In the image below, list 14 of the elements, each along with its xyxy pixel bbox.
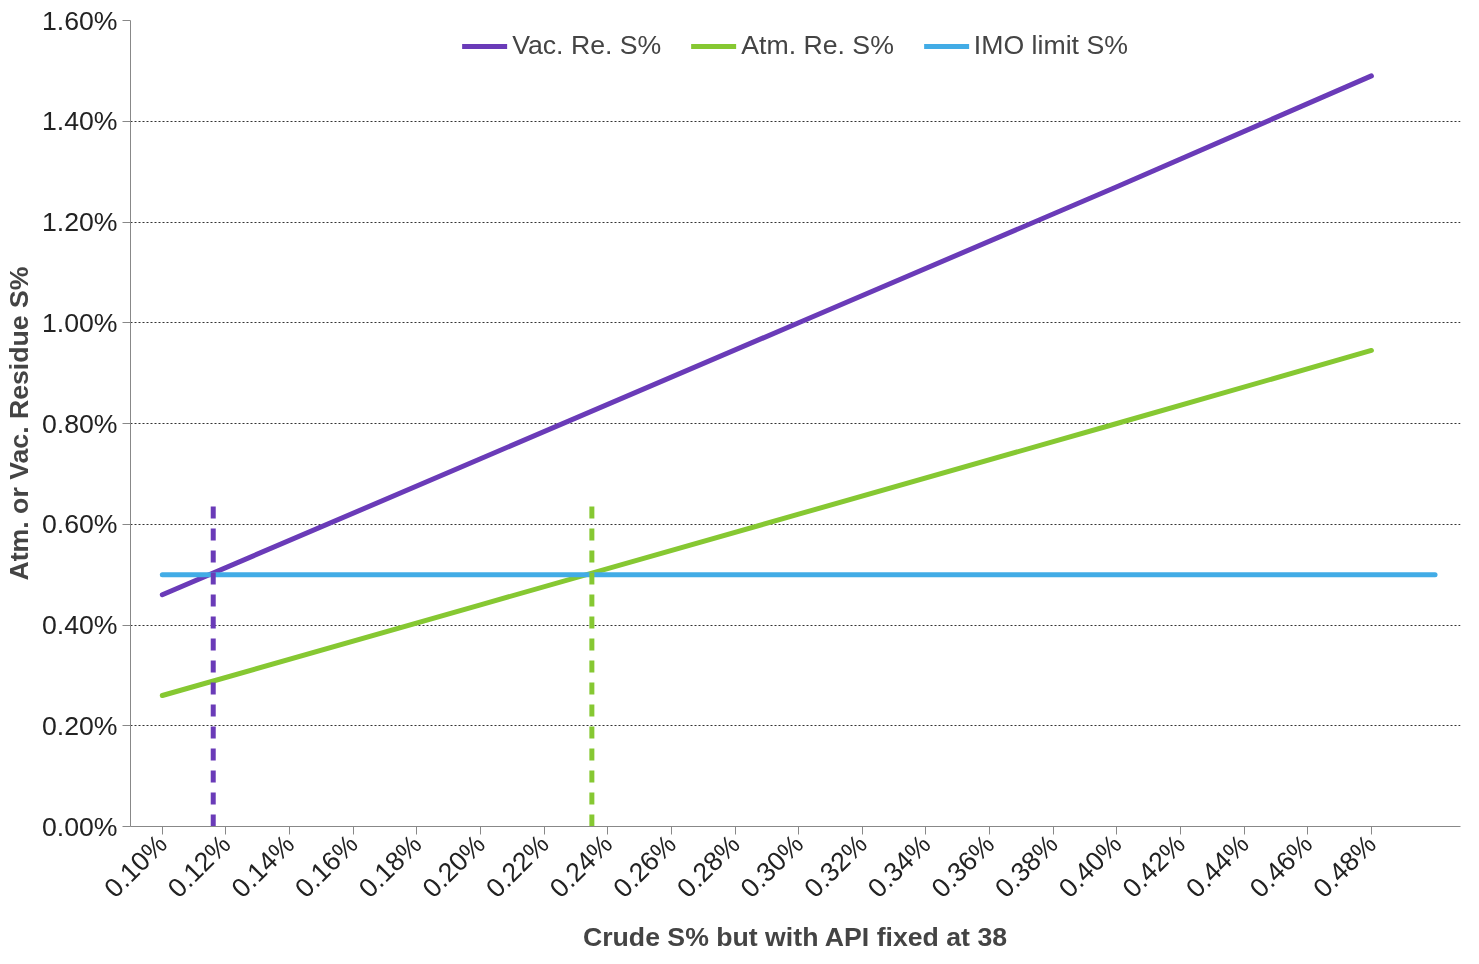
y-tick-label: 0.80%	[41, 408, 118, 439]
y-tick-label: 1.40%	[41, 106, 118, 137]
y-tick-label: 1.20%	[41, 207, 118, 237]
y-tick-label: 0.60%	[41, 509, 118, 540]
y-tick-label: 1.60%	[41, 5, 118, 36]
legend-label: Vac. Re. S%	[512, 30, 662, 61]
y-tick-label: 0.20%	[41, 710, 118, 741]
y-axis-title: Atm. or Vac. Residue S%	[3, 266, 34, 581]
legend-label: IMO limit S%	[973, 30, 1128, 61]
x-axis-title: Crude S% but with API fixed at 38	[582, 922, 1008, 953]
y-tick-label: 1.00%	[41, 307, 118, 338]
legend-label: Atm. Re. S%	[741, 30, 894, 61]
y-tick-label: 0.00%	[41, 811, 118, 842]
y-tick-label: 0.40%	[41, 610, 118, 640]
